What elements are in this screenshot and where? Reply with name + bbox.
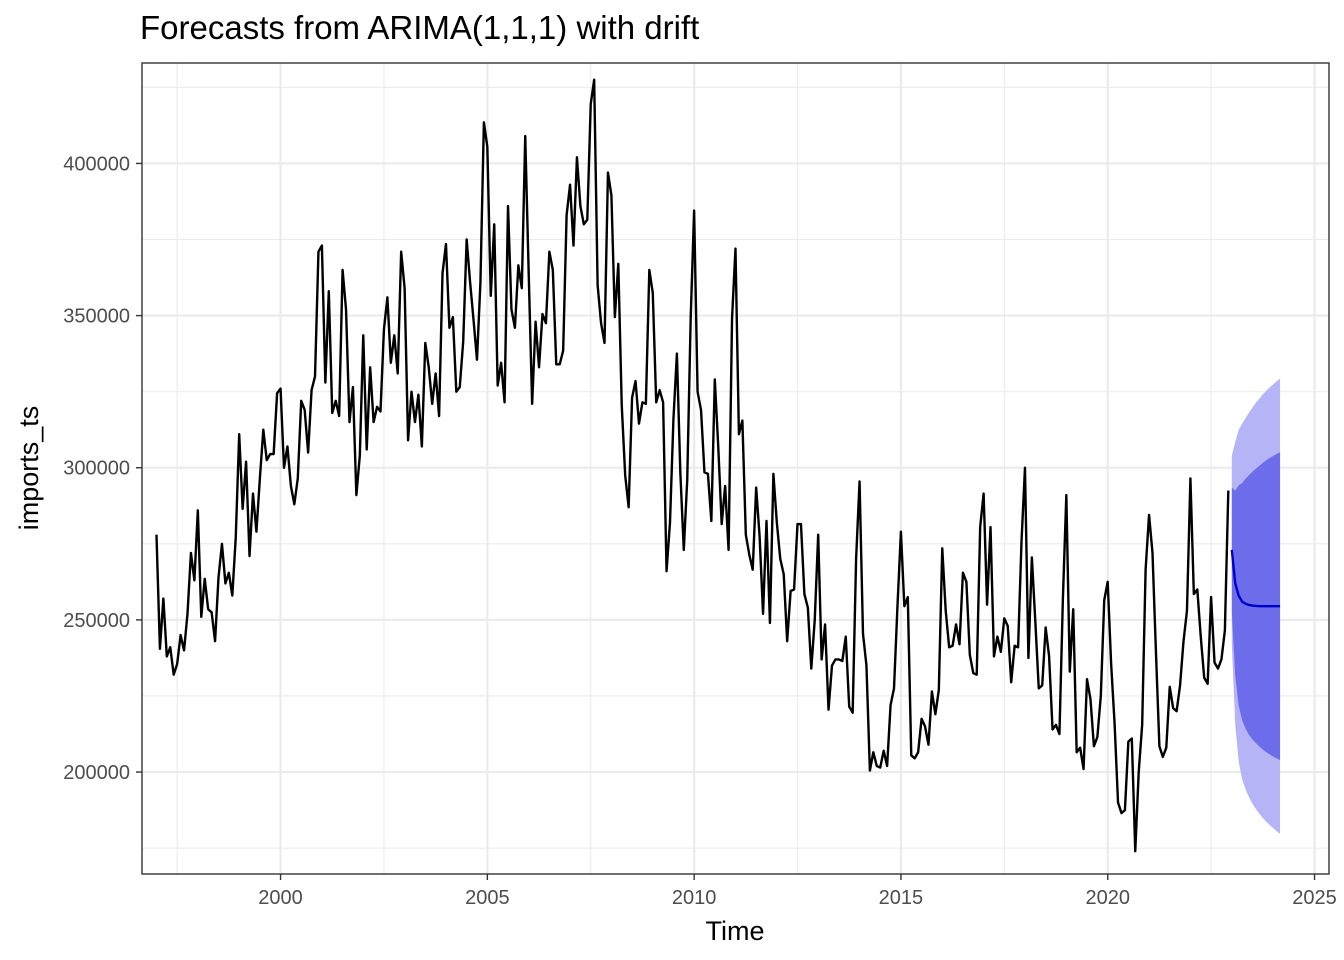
- x-tick-label: 2015: [879, 887, 924, 909]
- y-tick-label: 350000: [63, 306, 130, 328]
- y-axis-title: imports_ts: [14, 406, 44, 531]
- x-tick-label: 2020: [1085, 887, 1130, 909]
- x-tick-label: 2010: [672, 887, 717, 909]
- x-tick-label: 2000: [258, 887, 303, 909]
- plot-panel: [141, 62, 1330, 875]
- x-tick-label: 2005: [465, 887, 510, 909]
- y-tick-label: 250000: [63, 610, 130, 632]
- chart-title: Forecasts from ARIMA(1,1,1) with drift: [140, 9, 699, 46]
- x-axis-title: Time: [706, 916, 765, 946]
- y-tick-label: 300000: [63, 458, 130, 480]
- y-axis: 200000 250000 300000 350000 400000: [63, 153, 142, 784]
- x-tick-label: 2025: [1292, 887, 1337, 909]
- y-tick-label: 400000: [63, 153, 130, 175]
- observed-series-line: [155, 78, 1230, 853]
- major-gridlines: [142, 63, 1329, 874]
- x-axis: 2000 2005 2010 2015 2020 2025: [258, 874, 1337, 909]
- y-tick-label: 200000: [63, 762, 130, 784]
- point-forecast-line: [1230, 549, 1281, 608]
- series-lines: [155, 78, 1281, 853]
- panel-border: [141, 62, 1330, 875]
